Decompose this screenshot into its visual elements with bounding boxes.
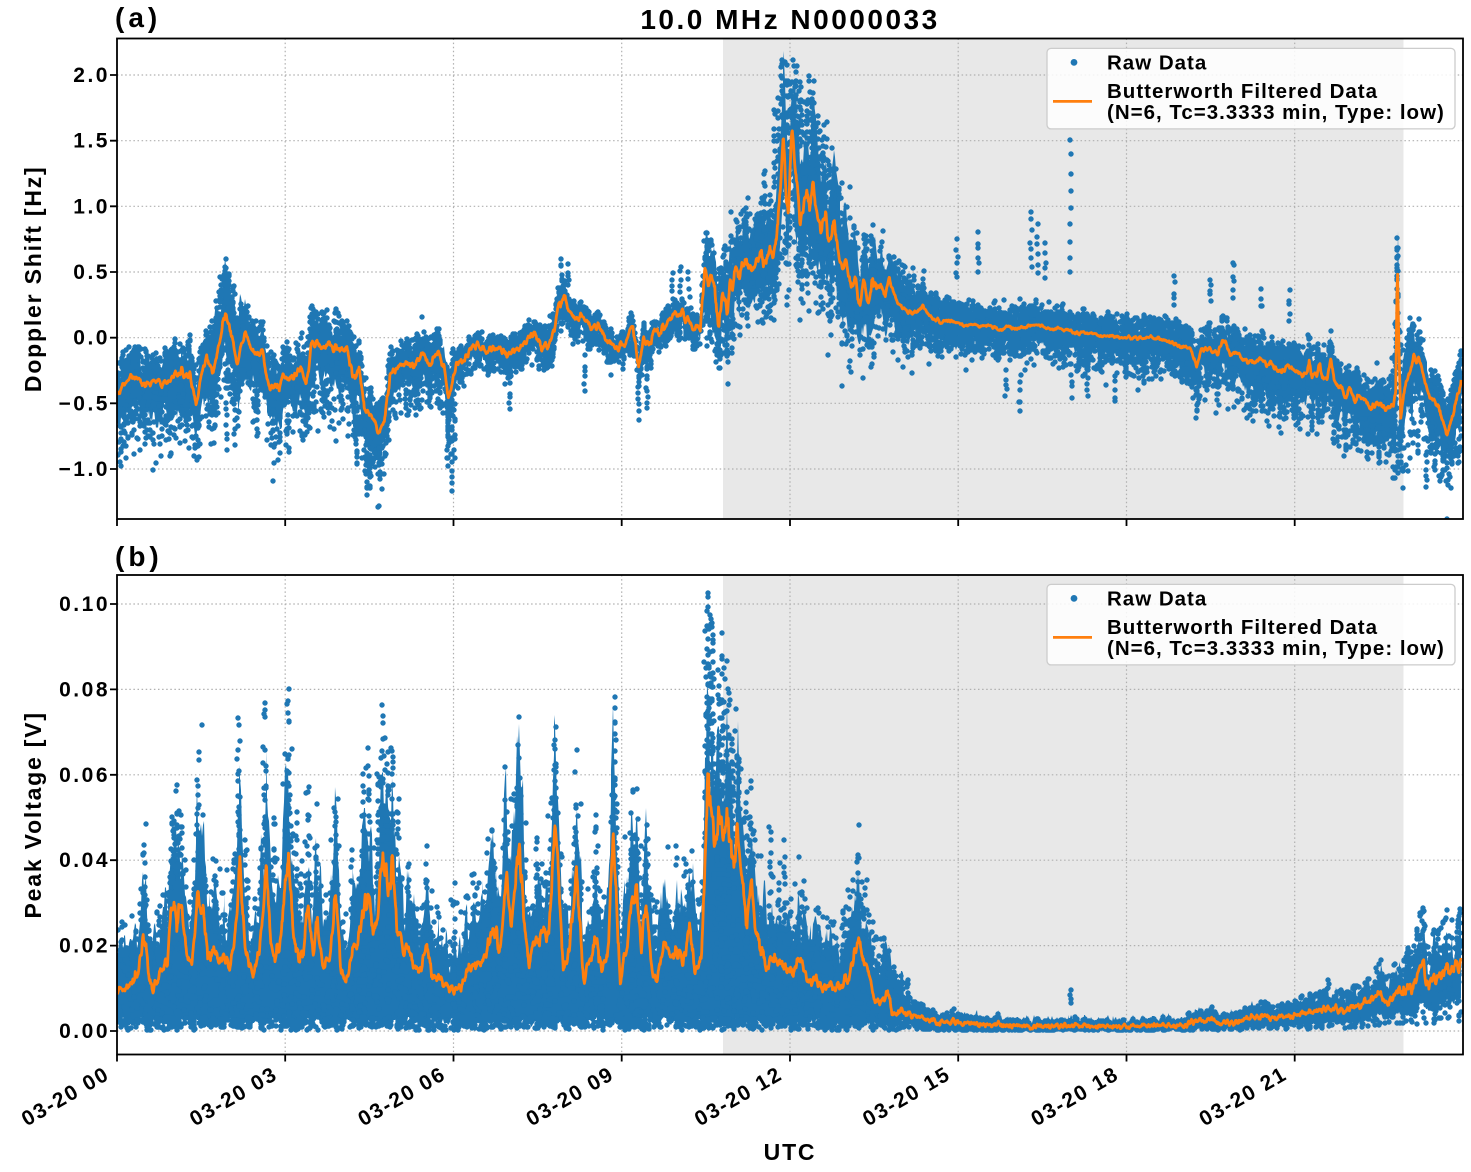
- svg-text:(b): (b): [115, 541, 163, 572]
- svg-text:Butterworth Filtered Data: Butterworth Filtered Data: [1107, 616, 1378, 639]
- svg-text:0.00: 0.00: [59, 1020, 110, 1043]
- svg-text:0.0: 0.0: [73, 327, 110, 350]
- svg-text:0.04: 0.04: [59, 849, 110, 872]
- svg-text:0.08: 0.08: [59, 678, 110, 701]
- svg-text:0.10: 0.10: [59, 593, 110, 616]
- svg-text:Doppler Shift [Hz]: Doppler Shift [Hz]: [20, 165, 46, 392]
- svg-text:0.02: 0.02: [59, 935, 110, 958]
- svg-text:(a): (a): [115, 2, 161, 33]
- svg-text:2.0: 2.0: [73, 64, 110, 87]
- svg-text:Peak Voltage [V]: Peak Voltage [V]: [20, 711, 46, 918]
- svg-text:1.0: 1.0: [73, 195, 110, 218]
- svg-text:0.06: 0.06: [59, 764, 110, 787]
- svg-text:(N=6, Tc=3.3333 min, Type: low: (N=6, Tc=3.3333 min, Type: low): [1107, 101, 1445, 124]
- svg-text:−1.0: −1.0: [59, 458, 110, 481]
- svg-text:Raw Data: Raw Data: [1107, 51, 1207, 74]
- svg-text:Butterworth Filtered Data: Butterworth Filtered Data: [1107, 80, 1378, 103]
- svg-text:Raw Data: Raw Data: [1107, 587, 1207, 610]
- svg-text:0.5: 0.5: [73, 261, 110, 284]
- svg-text:(N=6, Tc=3.3333 min, Type: low: (N=6, Tc=3.3333 min, Type: low): [1107, 637, 1445, 660]
- svg-text:1.5: 1.5: [73, 130, 110, 153]
- svg-text:−0.5: −0.5: [59, 392, 110, 415]
- svg-text:10.0 MHz N0000033: 10.0 MHz N0000033: [640, 4, 939, 35]
- svg-text:UTC: UTC: [764, 1139, 817, 1165]
